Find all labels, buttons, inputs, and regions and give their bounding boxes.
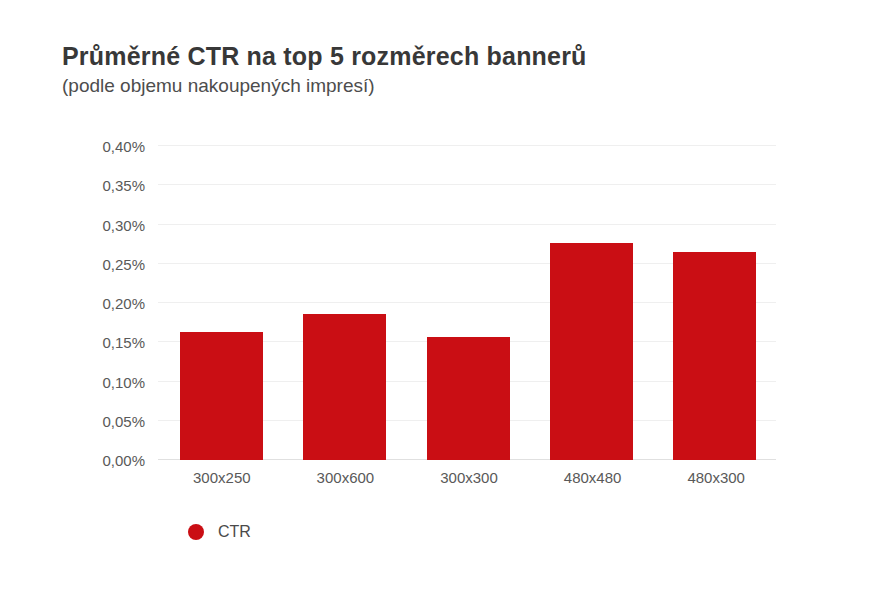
chart-page: Průměrné CTR na top 5 rozměrech bannerů …	[0, 0, 880, 598]
chart-subtitle: (podle objemu nakoupených impresí)	[62, 75, 587, 97]
bar-slot	[653, 146, 776, 460]
bar-300x600	[303, 314, 386, 460]
chart-header: Průměrné CTR na top 5 rozměrech bannerů …	[62, 42, 587, 97]
y-axis-tick-label: 0,35%	[102, 177, 145, 194]
bar-480x300	[673, 252, 756, 460]
y-axis-tick-label: 0,00%	[102, 452, 145, 469]
chart-legend: CTR	[188, 523, 251, 541]
y-axis-tick-label: 0,20%	[102, 295, 145, 312]
y-axis-tick-label: 0,05%	[102, 412, 145, 429]
y-axis-tick-label: 0,10%	[102, 373, 145, 390]
bar-slot	[283, 146, 406, 460]
y-axis-tick-label: 0,15%	[102, 334, 145, 351]
y-axis-tick-label: 0,40%	[102, 138, 145, 155]
bar-slot	[160, 146, 283, 460]
bar-slot	[406, 146, 529, 460]
x-axis-tick-label: 300x250	[160, 469, 284, 486]
bar-slot	[530, 146, 653, 460]
x-axis-labels: 300x250300x600300x300480x480480x300	[160, 469, 778, 486]
legend-ctr-dot-icon	[188, 524, 204, 540]
y-axis-tick-label: 0,30%	[102, 216, 145, 233]
bar-300x300	[427, 337, 510, 460]
bars-container	[160, 146, 776, 460]
x-axis-tick-label: 300x300	[407, 469, 531, 486]
chart-title: Průměrné CTR na top 5 rozměrech bannerů	[62, 42, 587, 71]
x-axis-tick-label: 300x600	[284, 469, 408, 486]
legend-ctr-label: CTR	[218, 523, 251, 541]
bar-480x480	[550, 243, 633, 460]
y-axis-tick-label: 0,25%	[102, 255, 145, 272]
plot-area: 0,00%0,05%0,10%0,15%0,20%0,25%0,30%0,35%…	[158, 146, 776, 460]
bar-300x250	[180, 332, 263, 460]
x-axis-tick-label: 480x300	[654, 469, 778, 486]
x-axis-tick-label: 480x480	[531, 469, 655, 486]
